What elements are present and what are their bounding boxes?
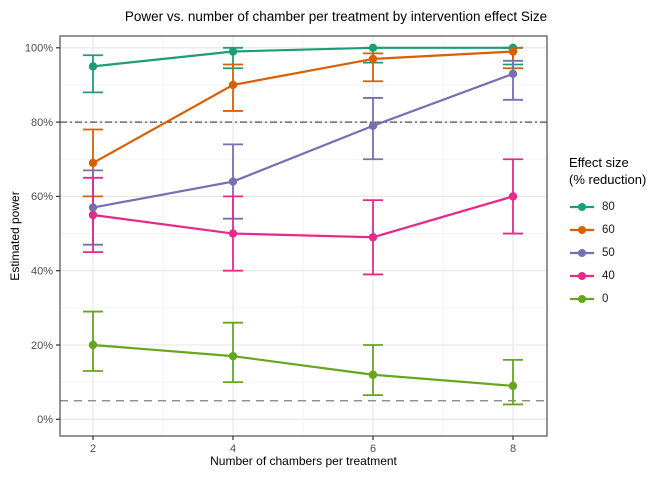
series-line-40	[92, 195, 514, 239]
data-point-40	[508, 192, 518, 201]
chart-title: Power vs. number of chamber per treatmen…	[124, 9, 548, 24]
x-tick-label: 8	[510, 443, 516, 455]
series-line-80	[92, 46, 513, 68]
legend-item-label: 50	[602, 246, 615, 259]
y-tick-label: 20%	[31, 340, 53, 352]
x-tick-label: 4	[230, 443, 236, 455]
legend-item-40: 40	[569, 264, 669, 287]
legend-items: 80 60 50 40 0	[569, 195, 669, 310]
y-tick-label: 100%	[25, 43, 53, 55]
y-tick-label: 80%	[31, 117, 53, 129]
legend-title: Effect size (% reduction)	[569, 154, 669, 188]
data-point-0	[88, 340, 98, 350]
data-point-50	[228, 177, 238, 186]
data-point-80	[368, 43, 378, 52]
data-point-80	[88, 62, 98, 71]
data-point-60	[228, 80, 238, 90]
data-point-80	[228, 47, 238, 56]
y-tick-label: 60%	[31, 191, 53, 203]
legend: Effect size (% reduction) 80 60 50 40 0	[569, 154, 669, 310]
data-point-60	[88, 158, 98, 168]
data-point-0	[228, 351, 238, 361]
legend-title-line2: (% reduction)	[569, 172, 647, 187]
data-point-40	[368, 233, 378, 242]
legend-item-label: 60	[602, 223, 615, 236]
series-line-0	[92, 343, 514, 387]
y-tick-label: 40%	[31, 266, 53, 278]
legend-key-icon	[570, 248, 594, 257]
series-line-60	[92, 50, 514, 164]
data-point-0	[508, 381, 518, 391]
x-tick-label: 6	[370, 443, 376, 455]
legend-item-80: 80	[569, 195, 669, 218]
legend-key-icon	[570, 294, 594, 303]
y-tick-label: 0%	[37, 414, 53, 426]
series-line-50	[92, 72, 514, 209]
data-point-50	[508, 69, 518, 79]
legend-item-label: 80	[602, 200, 615, 213]
legend-key-icon	[570, 202, 594, 211]
data-point-40	[228, 229, 238, 238]
legend-title-line1: Effect size	[569, 155, 629, 170]
legend-item-label: 0	[602, 292, 609, 305]
data-point-60	[368, 54, 378, 64]
data-point-60	[508, 47, 518, 56]
data-point-50	[368, 121, 378, 131]
legend-item-0: 0	[569, 287, 669, 310]
data-point-40	[88, 210, 98, 220]
legend-item-label: 40	[602, 269, 615, 282]
panel-border	[59, 35, 548, 437]
x-tick-label: 2	[90, 443, 96, 455]
legend-item-50: 50	[569, 241, 669, 264]
x-axis-title: Number of chambers per treatment	[210, 454, 397, 468]
legend-key-icon	[570, 271, 594, 280]
legend-item-60: 60	[569, 218, 669, 241]
data-point-50	[88, 203, 98, 212]
data-point-0	[368, 370, 378, 379]
legend-key-icon	[570, 225, 594, 234]
